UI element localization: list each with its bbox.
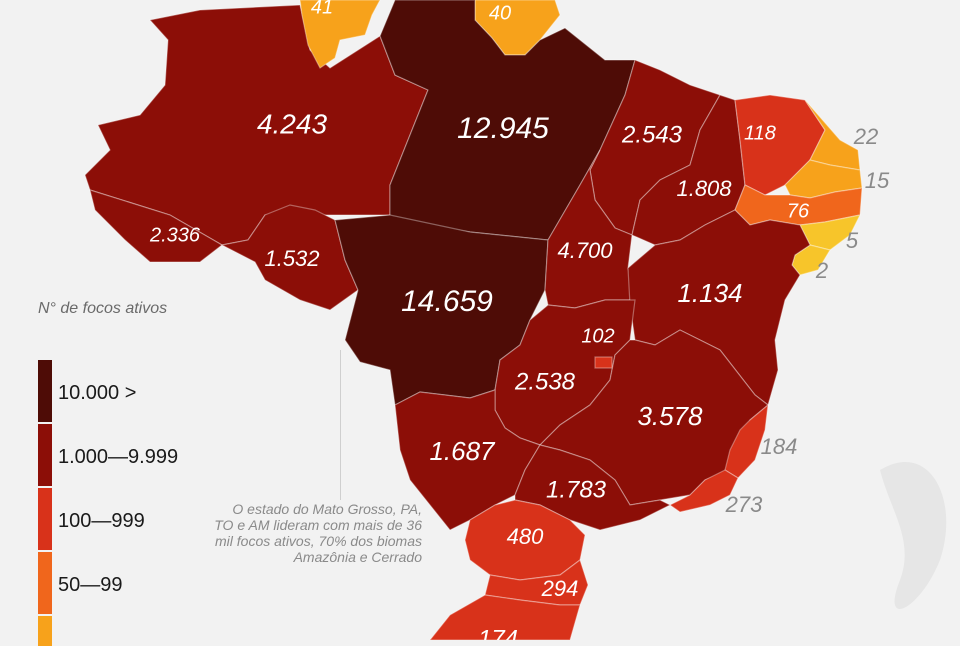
- state-value-ma: 2.543: [621, 121, 683, 148]
- map-note: O estado do Mato Grosso, PA, TO e AM lid…: [214, 501, 422, 565]
- state-value-ro: 1.532: [264, 246, 319, 271]
- legend: N° de focos ativos 10.000 > 1.000—9.999 …: [38, 300, 238, 646]
- state-value-pr: 480: [507, 524, 544, 549]
- state-value-rs: 174: [478, 625, 518, 640]
- state-value-mg: 3.578: [637, 401, 703, 431]
- state-acre[interactable]: [89, 189, 224, 263]
- state-value-ac: 2.336: [149, 224, 201, 246]
- state-sao-paulo[interactable]: [514, 444, 672, 531]
- legend-label-4: 50—99: [58, 574, 123, 596]
- state-value-se: 2: [815, 258, 828, 283]
- state-value-rj: 273: [725, 492, 763, 517]
- legend-label-3: 100—999: [58, 510, 145, 532]
- state-value-rr: 41: [311, 0, 333, 18]
- state-value-df: 102: [581, 325, 614, 347]
- state-distrito-federal[interactable]: [594, 356, 613, 369]
- legend-swatch-1: [38, 360, 52, 422]
- legend-swatch-2: [38, 424, 52, 486]
- state-value-mt: 14.659: [401, 285, 493, 318]
- state-value-go: 2.538: [514, 368, 576, 395]
- state-rio-grande-do-sul[interactable]: [429, 594, 581, 640]
- state-value-pe: 76: [787, 200, 810, 222]
- note-divider: [340, 350, 341, 500]
- legend-label-2: 1.000—9.999: [58, 446, 179, 468]
- state-rio-de-janeiro[interactable]: [668, 469, 739, 513]
- state-value-rn: 22: [853, 124, 878, 149]
- state-value-ms: 1.687: [429, 436, 496, 466]
- state-value-ap: 40: [489, 2, 511, 24]
- state-value-al: 5: [846, 228, 859, 253]
- legend-title: N° de focos ativos: [38, 300, 168, 317]
- state-value-pb: 15: [865, 168, 890, 193]
- state-value-am: 4.243: [257, 108, 327, 139]
- state-value-sc: 294: [541, 576, 579, 601]
- legend-swatch-4: [38, 552, 52, 614]
- legend-swatch-3: [38, 488, 52, 550]
- state-value-pa: 12.945: [457, 112, 549, 145]
- state-value-ce: 118: [744, 122, 776, 144]
- state-value-sp: 1.783: [546, 476, 607, 503]
- state-value-pi: 1.808: [676, 176, 732, 201]
- legend-label-1: 10.000 >: [58, 382, 137, 404]
- legend-swatch-5: [38, 616, 52, 646]
- state-roraima[interactable]: [299, 0, 381, 69]
- state-value-es: 184: [761, 434, 798, 459]
- state-value-ba: 1.134: [677, 278, 742, 308]
- watermark-flame: [880, 462, 947, 609]
- state-value-to: 4.700: [557, 238, 613, 263]
